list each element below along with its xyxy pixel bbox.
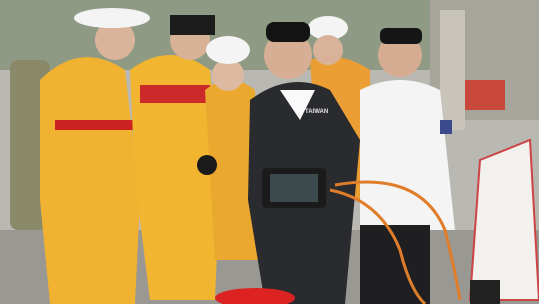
hair [380,28,422,44]
photo: TAIWAN [0,0,539,304]
patch [440,120,452,134]
rescuer-uniform [40,57,140,304]
hair [170,15,215,35]
monitor-screen [270,174,318,202]
pillar [440,10,465,130]
sign-board [470,140,539,300]
uniform-stripe [140,85,210,103]
red-barrier [465,80,505,110]
helmet [74,8,150,28]
face [313,35,343,65]
helmet [206,36,250,64]
camera [197,155,217,175]
case [470,280,500,304]
jacket-text: TAIWAN [305,109,328,115]
uniform-stripe [55,120,135,130]
white-shirt [360,80,455,230]
hair [266,22,310,42]
page: {"photo": {"jacket_text": "TAIWAN"}} TAI… [0,0,539,304]
